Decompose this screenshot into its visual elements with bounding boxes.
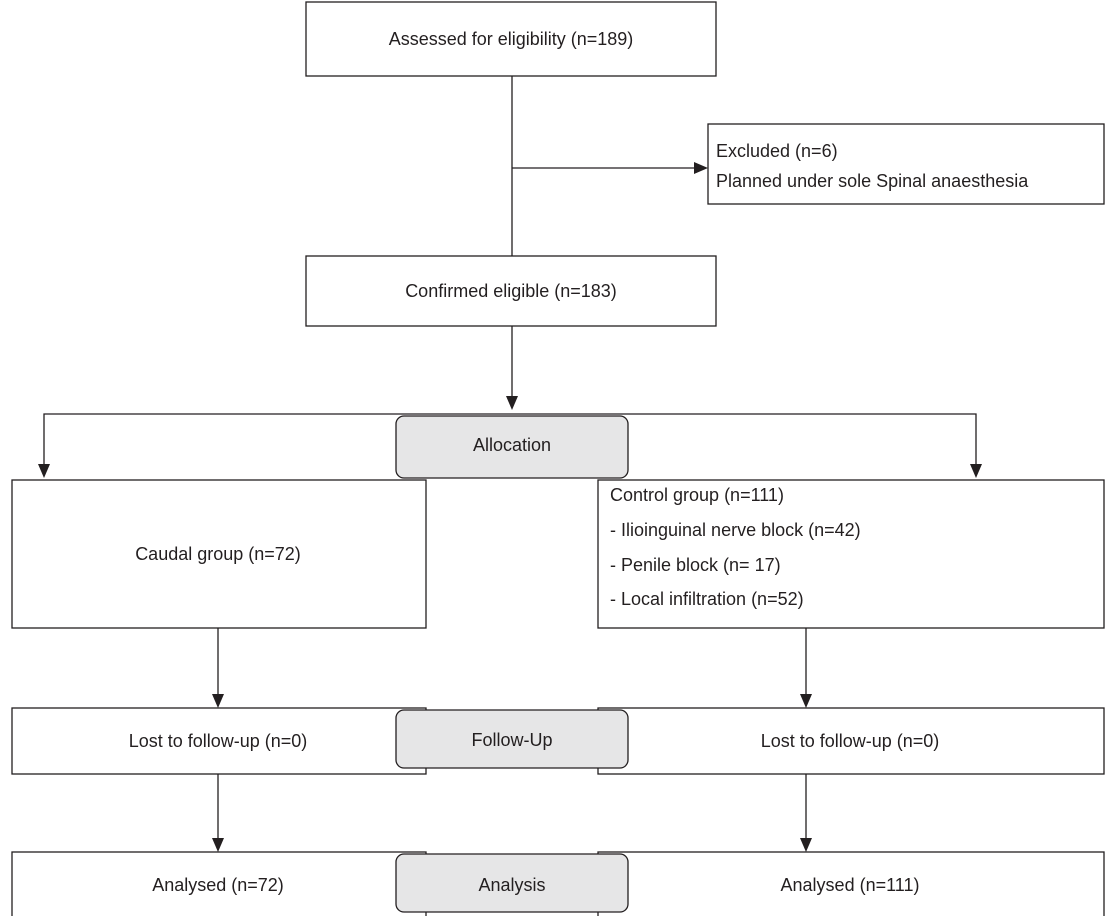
control-box [597,479,1105,629]
follow-up-stage [395,709,629,769]
control-line: Control group (n=111) [610,485,784,505]
confirmed-label: Confirmed eligible (n=183) [405,281,617,301]
connector [43,413,977,466]
excluded-line: Planned under sole Spinal anaesthesia [716,171,1029,191]
control-line: - Local infiltration (n=52) [610,589,804,609]
arrowhead [970,464,982,478]
follow-up-left-box [11,707,427,775]
caudal-label: Caudal group (n=72) [135,544,301,564]
analysis-left-box [11,851,427,916]
follow-up-left-label: Lost to follow-up (n=0) [129,731,308,751]
analysis-label: Analysis [478,875,545,895]
assessed-box [305,1,717,77]
allocation-label: Allocation [473,435,551,455]
follow-up-right-label: Lost to follow-up (n=0) [761,731,940,751]
arrowhead [506,396,518,410]
control-line: - Ilioinguinal nerve block (n=42) [610,520,861,540]
arrowhead [694,162,708,174]
arrowhead [38,464,50,478]
excluded-box [707,123,1105,205]
analysis-stage [395,853,629,913]
arrowhead [212,838,224,852]
analysis-right-box [597,851,1105,916]
caudal-box [11,479,427,629]
confirmed-box [305,255,717,327]
control-line: - Penile block (n= 17) [610,555,781,575]
follow-up-label: Follow-Up [471,730,552,750]
arrowhead [800,838,812,852]
arrowhead [212,694,224,708]
excluded-line: Excluded (n=6) [716,141,838,161]
assessed-label: Assessed for eligibility (n=189) [389,29,634,49]
analysis-left-label: Analysed (n=72) [152,875,284,895]
allocation-stage [395,415,629,479]
connectors [38,76,982,852]
analysis-right-label: Analysed (n=111) [781,875,920,895]
arrowhead [800,694,812,708]
